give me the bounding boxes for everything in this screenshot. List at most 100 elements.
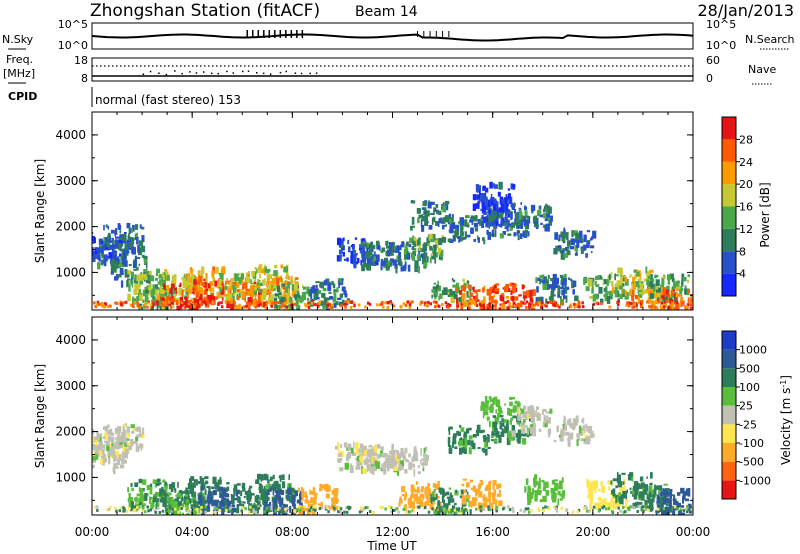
- heatmap-cell: [610, 483, 614, 487]
- heatmap-cell: [362, 468, 367, 474]
- heatmap-cell: [491, 211, 496, 214]
- heatmap-cell: [557, 490, 561, 496]
- y-tick-label: 4000: [55, 128, 86, 142]
- heatmap-cell: [624, 290, 627, 297]
- heatmap-cell: [335, 445, 338, 450]
- heatmap-cell: [260, 493, 264, 501]
- colorbar-tick-label: 16: [739, 201, 753, 214]
- heatmap-cell: [636, 510, 639, 513]
- heatmap-cell: [142, 433, 145, 439]
- heatmap-cell: [537, 507, 540, 511]
- heatmap-cell: [493, 226, 497, 230]
- heatmap-cell: [119, 441, 123, 446]
- heatmap-cell: [177, 510, 180, 514]
- heatmap-cell: [539, 205, 542, 209]
- heatmap-cell: [128, 499, 131, 507]
- heatmap-cell: [511, 284, 516, 291]
- heatmap-cell: [217, 291, 221, 299]
- heatmap-cell: [182, 278, 187, 282]
- heatmap-cell: [318, 503, 323, 507]
- heatmap-cell: [372, 451, 377, 457]
- heatmap-cell: [197, 302, 200, 306]
- heatmap-cell: [371, 458, 374, 464]
- heatmap-cell: [244, 507, 247, 511]
- heatmap-cell: [215, 507, 219, 510]
- heatmap-cell: [404, 245, 407, 249]
- freq-dot: [256, 72, 258, 74]
- heatmap-cell: [638, 287, 641, 290]
- heatmap-cell: [368, 247, 373, 255]
- heatmap-cell: [553, 300, 556, 304]
- heatmap-cell: [245, 292, 248, 295]
- heatmap-cell: [597, 509, 601, 513]
- heatmap-cell: [171, 275, 177, 283]
- heatmap-cell: [135, 445, 140, 452]
- heatmap-cell: [337, 510, 340, 514]
- heatmap-cell: [461, 292, 466, 300]
- heatmap-cell: [122, 437, 125, 443]
- heatmap-cell: [187, 302, 191, 306]
- heatmap-cell: [349, 465, 354, 473]
- colorbar-swatch: [722, 387, 736, 406]
- heatmap-cell: [614, 283, 618, 288]
- heatmap-cell: [488, 226, 491, 229]
- heatmap-cell: [461, 285, 466, 292]
- heatmap-cell: [620, 283, 625, 287]
- heatmap-cell: [557, 498, 559, 506]
- heatmap-cell: [534, 215, 537, 222]
- heatmap-cell: [463, 444, 468, 450]
- heatmap-cell: [111, 267, 116, 272]
- heatmap-cell: [589, 493, 594, 500]
- heatmap-cell: [673, 505, 677, 509]
- heatmap-cell: [132, 509, 136, 513]
- heatmap-cell: [522, 295, 528, 299]
- heatmap-cell: [112, 442, 116, 448]
- heatmap-cell: [276, 483, 281, 491]
- heatmap-cell: [112, 251, 116, 259]
- heatmap-cell: [259, 496, 261, 502]
- heatmap-cell: [623, 478, 626, 484]
- heatmap-cell: [460, 225, 464, 232]
- heatmap-cell: [366, 465, 369, 472]
- heatmap-cell: [665, 291, 669, 299]
- heatmap-cell: [109, 244, 114, 250]
- heatmap-cell: [520, 224, 524, 229]
- heatmap-cell: [496, 415, 500, 420]
- heatmap-cell: [460, 427, 465, 432]
- heatmap-cell: [195, 276, 198, 281]
- heatmap-cell: [394, 454, 399, 463]
- heatmap-cell: [333, 302, 337, 308]
- heatmap-cell: [147, 509, 150, 513]
- heatmap-cell: [388, 505, 391, 509]
- heatmap-cell: [171, 286, 175, 293]
- heatmap-cell: [263, 510, 266, 514]
- heatmap-cell: [160, 273, 164, 278]
- heatmap-cell: [146, 485, 151, 491]
- heatmap-cell: [336, 255, 342, 262]
- heatmap-cell: [681, 273, 685, 280]
- heatmap-cell: [603, 279, 608, 285]
- heatmap-cell: [232, 286, 236, 294]
- heatmap-cell: [590, 251, 593, 254]
- heatmap-cell: [300, 299, 303, 304]
- heatmap-cell: [522, 291, 527, 295]
- heatmap-cell: [578, 239, 582, 242]
- heatmap-cell: [101, 254, 105, 259]
- heatmap-cell: [265, 288, 267, 294]
- heatmap-cell: [469, 298, 472, 301]
- heatmap-cell: [99, 447, 102, 451]
- heatmap-cell: [498, 483, 502, 488]
- heatmap-cell: [380, 259, 384, 266]
- heatmap-cell: [449, 218, 452, 224]
- heatmap-cell: [392, 304, 395, 308]
- x-tick-label: 04:00: [175, 525, 210, 539]
- x-tick-label: 08:00: [275, 525, 310, 539]
- heatmap-cell: [495, 431, 500, 438]
- heatmap-cell: [424, 219, 428, 226]
- heatmap-cell: [434, 255, 437, 264]
- heatmap-cell: [191, 303, 195, 306]
- heatmap-cell: [693, 288, 697, 294]
- heatmap-cell: [537, 483, 541, 489]
- heatmap-cell: [441, 235, 445, 239]
- heatmap-cell: [649, 293, 655, 299]
